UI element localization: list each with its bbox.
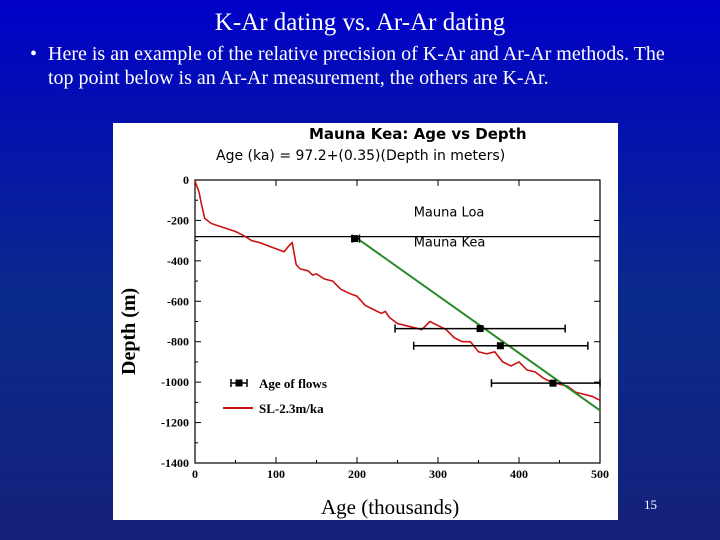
age-depth-chart: Mauna Kea: Age vs Depth Age (ka) = 97.2+… (118, 125, 609, 519)
flow-point (476, 325, 484, 333)
x-tick-label: 200 (348, 467, 366, 481)
legend-label-flows: Age of flows (259, 376, 327, 391)
green-fit-line (353, 235, 601, 412)
y-tick-label: -200 (167, 213, 189, 227)
y-tick-label: -800 (167, 335, 189, 349)
bullet-dot: • (30, 43, 38, 65)
bullet-point: • Here is an example of the relative pre… (30, 42, 670, 90)
x-tick-label: 300 (429, 467, 447, 481)
x-tick-label: 400 (510, 467, 528, 481)
annotation-label: Mauna Loa (414, 205, 485, 220)
flow-point (351, 235, 359, 243)
page-number: 15 (644, 497, 657, 512)
red-profile-line (194, 180, 601, 402)
legend-marker-square (235, 379, 243, 387)
y-tick-label: -1000 (161, 375, 189, 389)
chart-panel: Mauna Kea: Age vs Depth Age (ka) = 97.2+… (113, 123, 618, 520)
y-tick-label: -1200 (161, 416, 189, 430)
x-tick-label: 0 (192, 467, 198, 481)
y-tick-label: -1400 (161, 456, 189, 470)
x-axis-label: Age (thousands) (321, 495, 459, 519)
annotation-label: Mauna Kea (414, 236, 486, 251)
y-axis-label: Depth (m) (118, 288, 140, 375)
y-tick-label: -400 (167, 254, 189, 268)
legend-label-sl: SL-2.3m/ka (259, 401, 324, 416)
chart-subtitle: Age (ka) = 97.2+(0.35)(Depth in meters) (216, 148, 505, 164)
bullet-text: Here is an example of the relative preci… (48, 43, 665, 89)
plot-frame (194, 179, 601, 464)
x-tick-label: 100 (267, 467, 285, 481)
flow-point (496, 342, 504, 350)
flow-point (549, 379, 557, 387)
y-tick-label: 0 (183, 173, 189, 187)
y-tick-label: -600 (167, 294, 189, 308)
chart-title: Mauna Kea: Age vs Depth (309, 125, 527, 143)
x-tick-label: 500 (591, 467, 609, 481)
slide-title: K-Ar dating vs. Ar-Ar dating (214, 9, 506, 36)
